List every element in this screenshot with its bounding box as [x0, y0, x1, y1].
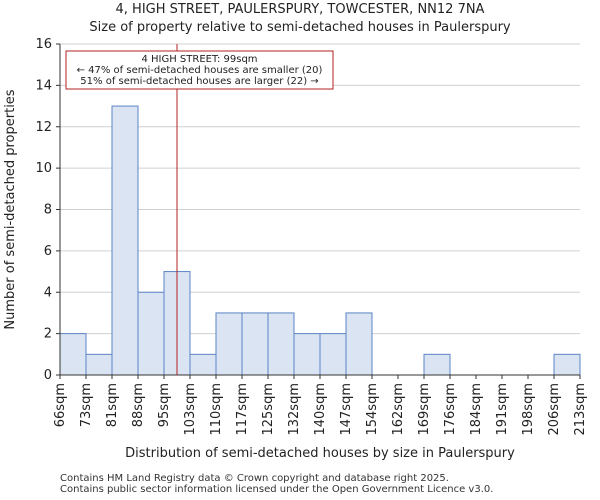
x-tick-label: 95sqm: [157, 383, 172, 427]
histogram-bar: [293, 333, 321, 376]
x-tick-label: 73sqm: [79, 383, 94, 427]
annotation-smaller: ← 47% of semi-detached houses are smalle…: [77, 65, 323, 76]
histogram-bar: [319, 333, 347, 376]
y-tick-label: 12: [35, 120, 52, 135]
y-tick-label: 16: [35, 37, 52, 52]
x-tick-label: 206sqm: [547, 383, 562, 436]
footer-licence: Contains public sector information licen…: [60, 484, 494, 495]
histogram-bar: [215, 312, 243, 376]
histogram-bar: [241, 312, 269, 376]
x-tick-label: 140sqm: [313, 383, 328, 436]
histogram-bar: [111, 105, 139, 376]
x-tick-label: 191sqm: [495, 383, 510, 436]
x-tick-label: 147sqm: [339, 383, 354, 436]
y-tick-label: 10: [35, 161, 52, 176]
x-tick-label: 132sqm: [287, 383, 302, 436]
x-tick-label: 213sqm: [573, 383, 588, 436]
chart-subtitle: Size of property relative to semi-detach…: [89, 20, 511, 35]
x-tick-label: 162sqm: [391, 383, 406, 436]
histogram-bar: [267, 312, 295, 376]
histogram-bar: [345, 312, 373, 376]
page-title: 4, HIGH STREET, PAULERSPURY, TOWCESTER, …: [115, 2, 485, 17]
annotation-larger: 51% of semi-detached houses are larger (…: [80, 76, 318, 87]
x-tick-label: 88sqm: [131, 383, 146, 427]
x-tick-label: 110sqm: [209, 383, 224, 436]
annotation-title: 4 HIGH STREET: 99sqm: [141, 54, 257, 65]
x-tick-label: 169sqm: [417, 383, 432, 436]
annotation-box: [65, 50, 334, 90]
x-tick-label: 125sqm: [261, 383, 276, 436]
histogram-bar: [423, 353, 451, 376]
y-axis-label: Number of semi-detached properties: [3, 89, 18, 329]
x-tick-label: 154sqm: [365, 383, 380, 436]
y-tick-label: 2: [44, 327, 52, 342]
y-tick-label: 8: [44, 203, 52, 218]
histogram-bar: [189, 353, 217, 376]
y-tick-label: 14: [35, 78, 52, 93]
x-tick-label: 184sqm: [469, 383, 484, 436]
histogram-bar: [553, 353, 581, 376]
x-axis-label: Distribution of semi-detached houses by …: [125, 446, 515, 461]
y-tick-label: 4: [44, 285, 52, 300]
y-tick-label: 0: [44, 368, 52, 383]
y-tick-label: 6: [44, 244, 52, 259]
x-tick-label: 198sqm: [521, 383, 536, 436]
footer-copyright: Contains HM Land Registry data © Crown c…: [60, 473, 449, 484]
x-tick-label: 81sqm: [105, 383, 120, 427]
histogram-bar: [137, 291, 165, 376]
histogram-bar: [59, 333, 87, 376]
histogram-bar: [85, 353, 113, 376]
x-tick-label: 103sqm: [183, 383, 198, 436]
x-tick-label: 66sqm: [53, 383, 68, 427]
x-tick-label: 176sqm: [443, 383, 458, 436]
x-tick-label: 117sqm: [235, 383, 250, 436]
